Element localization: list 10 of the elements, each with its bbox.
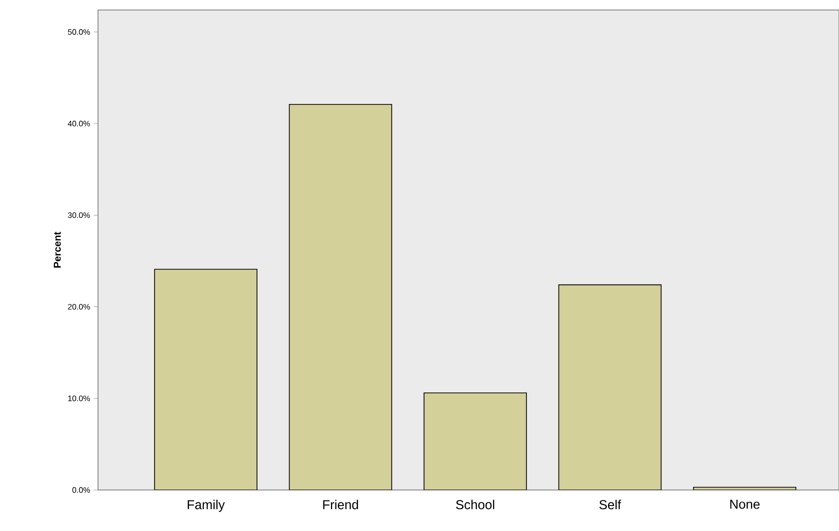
y-axis-title: Percent (54, 232, 61, 268)
x-tick-label: School (456, 500, 494, 510)
bar (154, 269, 257, 490)
x-tick-label: Friend (323, 500, 358, 510)
x-tick-label: None (730, 500, 760, 509)
bar (289, 104, 392, 490)
x-tick-label: Self (599, 500, 622, 510)
bar (558, 284, 662, 490)
x-tick-label: Family (188, 500, 225, 512)
bar (424, 392, 526, 490)
